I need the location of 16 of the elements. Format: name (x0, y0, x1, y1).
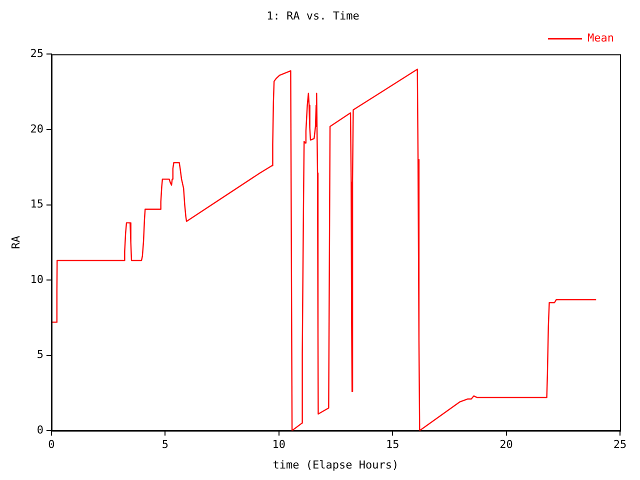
x-tick-label: 5 (162, 438, 168, 452)
y-tick-label: 15 (30, 198, 44, 211)
y-tick-label: 10 (30, 272, 44, 286)
legend-label: Mean (588, 32, 614, 45)
y-tick-label: 25 (30, 47, 44, 60)
y-axis-title: RA (9, 235, 22, 250)
x-tick-label: 20 (500, 438, 513, 452)
y-tick-label: 0 (36, 423, 44, 436)
x-tick-label: 0 (48, 438, 55, 452)
x-tick-label: 10 (272, 438, 286, 452)
x-tick-label: 15 (386, 438, 400, 452)
x-axis-title: time (Elapse Hours) (272, 458, 399, 472)
chart-title: 1: RA vs. Time (266, 9, 360, 22)
x-tick-label: 25 (613, 438, 627, 452)
y-tick-label: 20 (30, 122, 44, 136)
y-tick-label: 5 (36, 348, 44, 362)
